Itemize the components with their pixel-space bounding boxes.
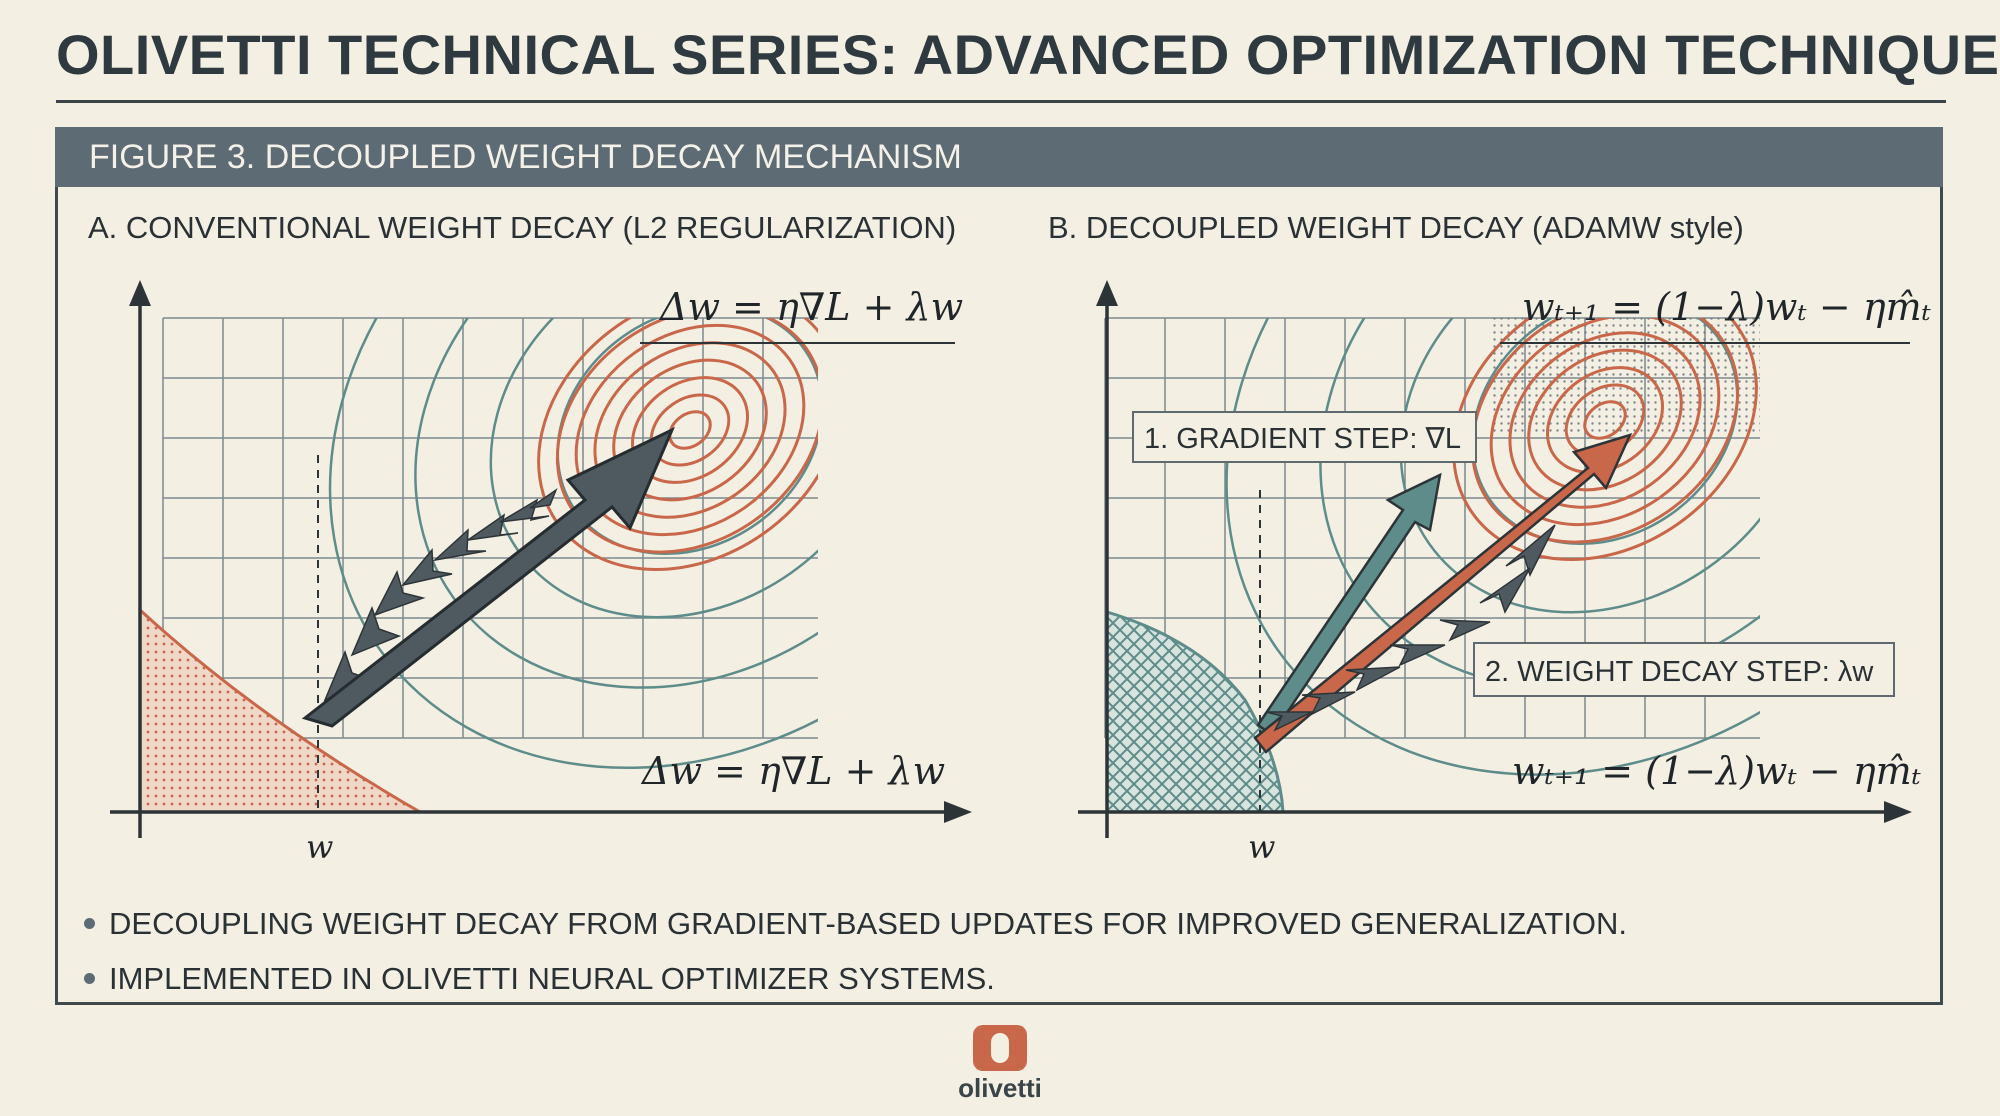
panel-a-title: A. CONVENTIONAL WEIGHT DECAY (L2 REGULAR…	[88, 210, 957, 245]
page-title: OLIVETTI TECHNICAL SERIES: ADVANCED OPTI…	[56, 23, 2000, 86]
panel-a-combined-update-arrow	[301, 426, 675, 728]
bullet-item: IMPLEMENTED IN OLIVETTI NEURAL OPTIMIZER…	[84, 951, 1627, 1006]
bullet-item: DECOUPLING WEIGHT DECAY FROM GRADIENT-BA…	[84, 896, 1627, 951]
panel-b-gradient-step-callout	[1132, 411, 1477, 463]
panel-b-weight-decay-trajectory	[1265, 524, 1556, 732]
panel-b-gradient-step-label: 1. GRADIENT STEP: ∇L	[1144, 423, 1461, 455]
panel-b-gradient-step-arrow	[1256, 472, 1442, 737]
olivetti-logo-icon	[973, 1025, 1027, 1071]
panel-b-x-axis-arrowhead	[1884, 801, 1912, 823]
panel-b-weight-decay-label: 2. WEIGHT DECAY STEP: λw	[1485, 656, 1874, 688]
title-divider	[56, 100, 1946, 103]
panel-a-formula-bottom: Δw = η∇L + λw	[640, 749, 945, 793]
panel-a-regularization-region	[138, 606, 426, 814]
panel-a-stepwise-trajectory	[323, 487, 558, 702]
panel-a-w-label: w	[306, 828, 333, 866]
panel-b-title: B. DECOUPLED WEIGHT DECAY (ADAMW style)	[1048, 210, 1744, 245]
bullet-dot-icon	[84, 918, 95, 929]
panel-b-plot: 1. GRADIENT STEP: ∇L 2. WEIGHT DECAY STE…	[1078, 280, 1932, 866]
panel-a-formula-top: Δw = η∇L + λw	[658, 285, 963, 329]
panel-b-combined-update-arrow	[1253, 433, 1633, 754]
panel-a-plot: Δw = η∇L + λw Δw = η∇L + λw w	[110, 280, 972, 866]
panel-b-formula-top: wₜ₊₁ = (1−λ)wₜ − ηm̂ₜ	[1522, 285, 1932, 329]
olivetti-logo: olivetti	[940, 1025, 1060, 1104]
panel-b-weight-decay-callout	[1473, 642, 1895, 697]
figure-caption: FIGURE 3. DECOUPLED WEIGHT DECAY MECHANI…	[55, 127, 1943, 187]
bullet-text: DECOUPLING WEIGHT DECAY FROM GRADIENT-BA…	[109, 905, 1628, 941]
panel-b-formula-bottom: wₜ₊₁ = (1−λ)wₜ − ηm̂ₜ	[1512, 749, 1922, 793]
panel-b-loss-contours	[1225, 318, 1760, 776]
summary-bullets: DECOUPLING WEIGHT DECAY FROM GRADIENT-BA…	[84, 896, 1627, 1006]
panel-a-x-axis-arrowhead	[944, 801, 972, 823]
bullet-dot-icon	[84, 973, 95, 984]
olivetti-wordmark: olivetti	[958, 1073, 1042, 1103]
panel-b-y-axis-arrowhead	[1096, 280, 1118, 306]
panel-b-regularization-region	[1105, 609, 1285, 814]
panel-a-y-axis-arrowhead	[129, 280, 151, 306]
panel-b-w-label: w	[1248, 828, 1275, 866]
bullet-text: IMPLEMENTED IN OLIVETTI NEURAL OPTIMIZER…	[109, 960, 995, 996]
